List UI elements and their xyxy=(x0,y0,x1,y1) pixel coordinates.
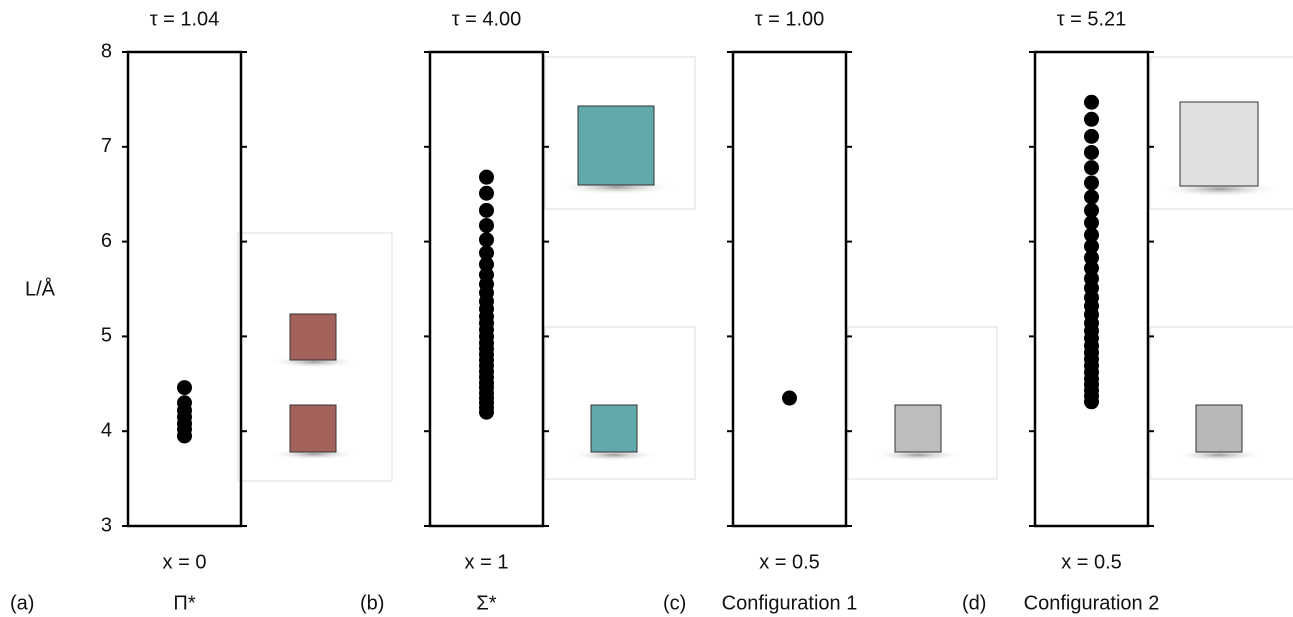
panel-title: τ = 1.04 xyxy=(150,8,220,30)
y-tick-label: 5 xyxy=(101,325,112,347)
data-point xyxy=(1084,175,1099,190)
panel-title: τ = 4.00 xyxy=(452,8,522,30)
plot-frame xyxy=(733,52,846,526)
panel-title: τ = 5.21 xyxy=(1057,8,1127,30)
data-point xyxy=(1084,129,1099,144)
data-point xyxy=(1084,145,1099,160)
panel-name: Configuration 2 xyxy=(1024,592,1160,614)
data-point xyxy=(479,170,494,185)
data-point xyxy=(1084,190,1099,205)
x-axis-label: x = 0 xyxy=(163,551,207,573)
y-tick-label: 3 xyxy=(101,514,112,536)
panel-label: (a) xyxy=(10,592,34,614)
data-point xyxy=(177,380,192,395)
panel-label: (c) xyxy=(663,592,686,614)
x-axis-label: x = 0.5 xyxy=(759,551,820,573)
cube xyxy=(290,405,336,452)
figure: 3 4 5 6 7 8 L/Å τ = 1.04 x = 0 (a) Π* τ = 4.00 x = 1… xyxy=(0,0,1293,617)
panel-title: τ = 1.00 xyxy=(755,8,825,30)
panel-label: (d) xyxy=(962,592,986,614)
data-point xyxy=(1084,95,1099,110)
y-tick-label: 6 xyxy=(101,230,112,252)
data-point xyxy=(1084,160,1099,175)
x-axis-label: x = 1 xyxy=(465,551,509,573)
y-tick-label: 7 xyxy=(101,135,112,157)
x-axis-label: x = 0.5 xyxy=(1061,551,1122,573)
y-tick-label: 4 xyxy=(101,419,112,441)
illustrations xyxy=(238,57,1293,481)
cube xyxy=(1196,405,1242,452)
data-point xyxy=(479,405,494,420)
cube xyxy=(1180,102,1258,186)
data-point xyxy=(479,232,494,247)
data-point xyxy=(177,428,192,443)
cube xyxy=(591,405,637,452)
data-point xyxy=(479,218,494,233)
panel-label: (b) xyxy=(360,592,384,614)
data-point xyxy=(479,203,494,218)
data-point xyxy=(1084,112,1099,127)
panel-name: Π* xyxy=(173,592,195,614)
cube xyxy=(578,106,654,185)
plot-frame xyxy=(128,52,241,526)
y-axis-label: L/Å xyxy=(25,277,56,300)
cube xyxy=(895,405,941,452)
data-point xyxy=(782,391,797,406)
data-point xyxy=(479,186,494,201)
cube xyxy=(290,314,336,360)
data-point xyxy=(1084,394,1099,409)
panel-name: Configuration 1 xyxy=(722,592,858,614)
y-tick-label: 8 xyxy=(101,40,112,62)
panel-name: Σ* xyxy=(476,592,496,614)
